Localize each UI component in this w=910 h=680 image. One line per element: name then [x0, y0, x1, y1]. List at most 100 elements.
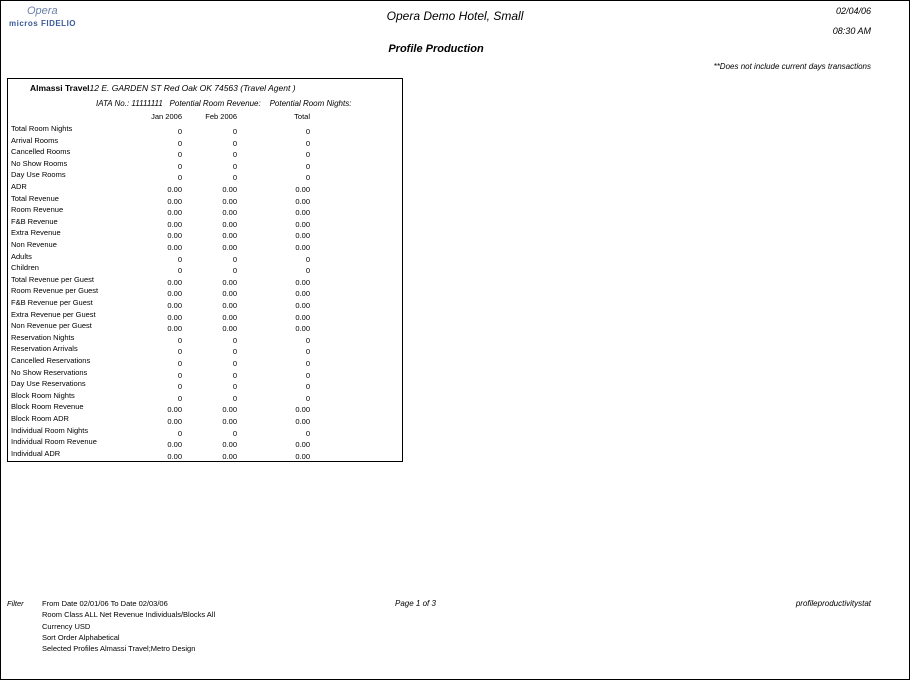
row-value: 0	[305, 393, 310, 403]
row-value: 0	[305, 347, 310, 357]
row-label: Extra Revenue per Guest	[11, 309, 96, 319]
row-value: 0	[177, 382, 182, 392]
row-value: 0	[177, 173, 182, 183]
row-label: Non Revenue per Guest	[11, 321, 92, 331]
row-value: 0.00	[222, 231, 237, 241]
filter-line: Room Class ALL Net Revenue Individuals/B…	[42, 610, 216, 620]
row-label: Day Use Rooms	[11, 170, 66, 180]
row-value: 0	[232, 335, 237, 345]
row-value: 0	[232, 138, 237, 148]
row-value: 0.00	[222, 301, 237, 310]
micros-fidelio-logo: micros FIDELIO	[9, 19, 77, 28]
row-label: No Show Rooms	[11, 158, 68, 168]
filter-line: Sort Order Alphabetical	[42, 632, 120, 642]
profile-name: Almassi Travel	[30, 83, 90, 93]
profile-box: Almassi Travel12 E. GARDEN ST Red Oak OK…	[7, 78, 403, 462]
row-value: 0	[232, 393, 237, 403]
row-value: 0.00	[295, 208, 310, 218]
row-value: 0.00	[222, 243, 237, 252]
row-value: 0.00	[167, 440, 182, 450]
row-value: 0	[177, 254, 182, 264]
column-header: Feb 2006	[205, 112, 237, 121]
row-label: F&B Revenue	[11, 216, 58, 226]
row-label: Reservation Nights	[11, 332, 75, 342]
row-value: 0.00	[222, 185, 237, 194]
page-number: Page 1 of 3	[395, 599, 436, 608]
potential-room-nights: Potential Room Nights:	[269, 99, 352, 108]
row-value: 0	[177, 428, 182, 438]
filter-line: From Date 02/01/06 To Date 02/03/06	[42, 599, 168, 608]
row-value: 0	[305, 359, 310, 368]
row-value: 0.00	[295, 196, 310, 206]
row-value: 0	[305, 173, 310, 183]
row-label: Adults	[11, 251, 32, 261]
report-date: 02/04/06	[835, 6, 871, 16]
row-value: 0	[177, 347, 182, 357]
row-value: 0	[305, 161, 310, 171]
row-label: Reservation Arrivals	[11, 344, 78, 354]
row-value: 0.00	[167, 451, 182, 461]
row-value: 0	[232, 428, 237, 438]
row-value: 0	[232, 266, 237, 276]
row-label: F&B Revenue per Guest	[11, 298, 93, 307]
row-value: 0.00	[295, 277, 310, 287]
filter-line: Selected Profiles Almassi Travel;Metro D…	[42, 644, 196, 654]
row-value: 0.00	[295, 312, 310, 322]
row-value: 0.00	[167, 243, 182, 252]
row-value: 0	[305, 428, 310, 438]
row-value: 0.00	[222, 324, 237, 334]
row-value: 0	[305, 370, 310, 380]
row-value: 0.00	[295, 289, 310, 299]
filter-line: Currency USD	[42, 621, 91, 631]
row-value: 0	[177, 138, 182, 148]
filter-label: Filter	[7, 599, 24, 608]
row-label: Cancelled Reservations	[11, 356, 91, 365]
row-value: 0	[305, 127, 310, 136]
opera-logo: Opera	[27, 5, 58, 17]
report-title: Profile Production	[388, 43, 484, 55]
column-header: Jan 2006	[151, 112, 182, 121]
row-value: 0	[232, 370, 237, 380]
row-value: 0.00	[222, 405, 237, 415]
row-value: 0.00	[167, 208, 182, 218]
row-value: 0	[305, 382, 310, 392]
report-name: profileproductivitystat	[795, 599, 871, 608]
row-value: 0.00	[295, 324, 310, 334]
transactions-note: **Does not include current days transact…	[713, 62, 871, 71]
row-value: 0	[177, 335, 182, 345]
row-value: 0.00	[167, 405, 182, 415]
report-time: 08:30 AM	[832, 26, 871, 36]
row-value: 0	[232, 173, 237, 183]
row-value: 0.00	[167, 277, 182, 287]
row-value: 0	[305, 335, 310, 345]
row-label: Room Revenue	[11, 205, 64, 215]
row-value: 0	[232, 382, 237, 392]
iata-number: IATA No.: 11111111	[96, 99, 163, 108]
row-value: 0	[305, 254, 310, 264]
row-value: 0.00	[167, 196, 182, 206]
row-value: 0.00	[167, 324, 182, 334]
row-label: Non Revenue	[11, 240, 57, 249]
row-value: 0.00	[167, 312, 182, 322]
row-value: 0	[177, 393, 182, 403]
row-value: 0.00	[167, 219, 182, 229]
row-value: 0	[177, 127, 182, 136]
row-value: 0.00	[222, 196, 237, 206]
row-value: 0.00	[295, 301, 310, 310]
row-value: 0.00	[167, 417, 182, 426]
row-value: 0.00	[295, 405, 310, 415]
row-value: 0.00	[295, 417, 310, 426]
row-value: 0.00	[167, 301, 182, 310]
column-header: Total	[294, 112, 310, 121]
row-value: 0	[177, 266, 182, 276]
row-value: 0.00	[295, 185, 310, 194]
row-value: 0.00	[295, 440, 310, 450]
row-label: Extra Revenue	[11, 228, 61, 238]
row-value: 0	[305, 138, 310, 148]
row-value: 0	[305, 266, 310, 276]
row-label: Total Room Nights	[11, 124, 73, 133]
row-value: 0.00	[222, 440, 237, 450]
row-value: 0.00	[222, 312, 237, 322]
row-value: 0.00	[295, 451, 310, 461]
row-value: 0.00	[295, 219, 310, 229]
